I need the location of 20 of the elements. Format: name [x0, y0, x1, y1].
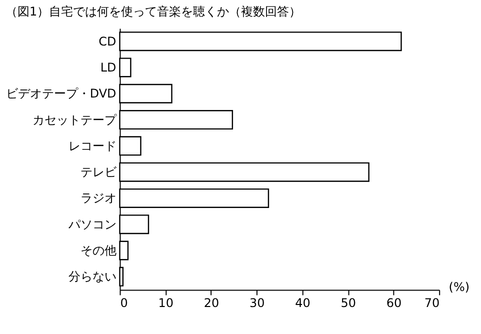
x-axis-title: (%): [448, 280, 470, 294]
chart-title: （図1）自宅では何を使って音楽を聴くか（複数回答）: [6, 4, 302, 18]
x-tick-label: 50: [340, 296, 356, 310]
x-tick-label: 60: [386, 296, 402, 310]
y-tick-label: LD: [100, 60, 116, 74]
y-tick-label: CD: [98, 34, 116, 48]
y-tick-label: パソコン: [67, 217, 116, 232]
y-tick-label: ラジオ: [80, 191, 116, 206]
y-tick-label: ビデオテープ・DVD: [6, 86, 116, 101]
y-tick-label: カセットテープ: [32, 112, 118, 127]
y-tick-label: テレビ: [80, 165, 118, 180]
x-tick-label: 40: [295, 296, 310, 310]
x-tick-label: 0: [120, 296, 128, 310]
y-tick-label: 分らない: [68, 270, 116, 284]
y-tick-label: レコード: [68, 138, 116, 153]
x-tick-label: 10: [158, 296, 174, 310]
x-tick-label: 30: [249, 296, 265, 310]
x-tick-label: 70: [424, 296, 440, 310]
x-tick-label: 20: [204, 296, 220, 310]
y-tick-label: その他: [80, 243, 116, 258]
